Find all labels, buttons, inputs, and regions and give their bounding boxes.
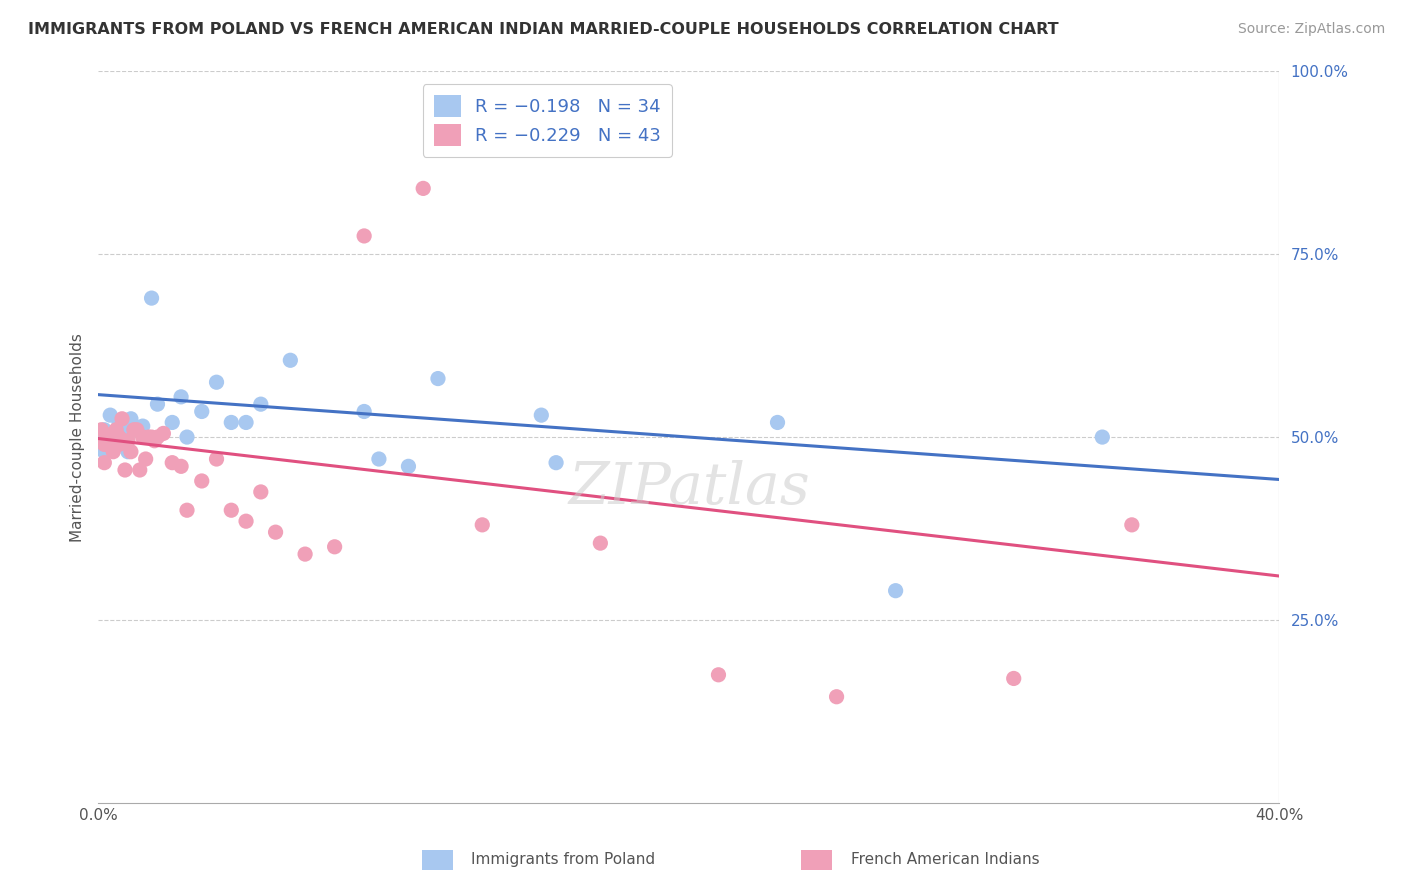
Point [96,430,118,444]
Point [90,434,112,448]
Point [427,371,450,385]
Point [103,444,125,458]
Text: IMMIGRANTS FROM POLAND VS FRENCH AMERICAN INDIAN MARRIED-COUPLE HOUSEHOLDS CORRE: IMMIGRANTS FROM POLAND VS FRENCH AMERICA… [28,22,1059,37]
Point [1002,672,1025,686]
Point [152,426,174,441]
Point [884,583,907,598]
Point [766,416,789,430]
Point [111,430,134,444]
Point [98,430,121,444]
Point [105,437,128,451]
Text: Source: ZipAtlas.com: Source: ZipAtlas.com [1237,22,1385,37]
Point [368,452,391,467]
Point [1121,517,1143,532]
Point [264,525,287,540]
Point [294,547,316,561]
Point [122,419,145,434]
Point [105,423,128,437]
Point [250,397,273,411]
Point [825,690,848,704]
Point [235,514,257,528]
Point [103,430,125,444]
Point [176,430,198,444]
Point [205,452,228,467]
Point [114,463,136,477]
Point [162,416,183,430]
Point [111,412,134,426]
Point [162,456,183,470]
Point [250,485,273,500]
Point [138,430,160,444]
Point [398,459,420,474]
Point [205,376,228,390]
Point [146,430,169,444]
Point [353,228,375,243]
Point [120,444,142,458]
Point [117,444,139,458]
Point [141,430,163,444]
Point [98,408,121,422]
Point [589,536,612,550]
Point [353,404,375,418]
Text: French American Indians: French American Indians [851,853,1039,867]
Point [471,517,494,532]
Point [170,390,193,404]
Point [93,423,115,437]
Point [323,540,346,554]
Point [170,459,193,474]
Point [128,463,150,477]
Point [191,474,214,488]
Point [122,423,145,437]
Point [108,430,131,444]
Point [546,456,568,470]
Point [108,416,131,430]
Point [176,503,198,517]
Point [191,404,214,418]
Point [141,291,163,305]
Point [93,456,115,470]
Point [125,423,148,437]
Text: ZIPatlas: ZIPatlas [568,460,810,516]
Point [235,416,257,430]
Point [96,430,118,444]
Point [135,452,157,467]
Point [117,434,139,448]
Point [143,434,166,448]
Text: Immigrants from Poland: Immigrants from Poland [471,853,655,867]
Point [1091,430,1114,444]
Point [132,430,155,444]
Point [103,426,125,441]
Point [530,408,553,422]
Point [280,353,302,368]
Point [120,412,142,426]
Point [132,419,155,434]
Point [221,416,243,430]
Point [221,503,243,517]
Point [146,397,169,411]
Point [90,423,112,437]
Point [412,181,434,195]
Point [108,437,131,451]
Point [93,444,115,458]
Point [114,423,136,437]
Legend: R = −0.198   N = 34, R = −0.229   N = 43: R = −0.198 N = 34, R = −0.229 N = 43 [423,84,672,157]
Point [93,437,115,451]
Point [707,667,730,681]
Y-axis label: Married-couple Households: Married-couple Households [69,333,84,541]
